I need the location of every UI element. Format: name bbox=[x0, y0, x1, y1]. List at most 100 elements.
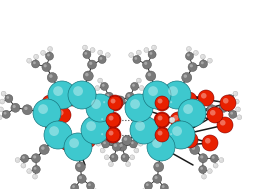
Circle shape bbox=[169, 100, 175, 106]
Circle shape bbox=[220, 159, 222, 160]
Circle shape bbox=[210, 110, 216, 115]
Circle shape bbox=[152, 45, 157, 50]
Circle shape bbox=[162, 185, 165, 188]
Circle shape bbox=[170, 112, 186, 128]
Circle shape bbox=[105, 156, 107, 157]
Circle shape bbox=[117, 98, 120, 101]
Circle shape bbox=[47, 54, 50, 57]
Circle shape bbox=[121, 154, 129, 162]
Circle shape bbox=[130, 155, 135, 160]
Circle shape bbox=[100, 57, 102, 60]
Circle shape bbox=[148, 86, 158, 96]
Circle shape bbox=[114, 96, 124, 106]
Circle shape bbox=[212, 156, 215, 159]
Circle shape bbox=[190, 145, 200, 154]
Circle shape bbox=[187, 54, 190, 57]
Circle shape bbox=[129, 140, 137, 148]
Circle shape bbox=[138, 99, 140, 102]
Circle shape bbox=[137, 51, 139, 53]
Circle shape bbox=[154, 127, 170, 143]
Circle shape bbox=[88, 183, 91, 186]
Circle shape bbox=[34, 175, 35, 177]
Circle shape bbox=[155, 128, 169, 142]
Circle shape bbox=[80, 132, 96, 148]
Circle shape bbox=[124, 137, 127, 141]
Circle shape bbox=[199, 166, 207, 174]
Circle shape bbox=[110, 98, 116, 104]
Circle shape bbox=[108, 96, 122, 110]
Circle shape bbox=[15, 158, 20, 163]
Circle shape bbox=[168, 86, 178, 96]
Circle shape bbox=[143, 94, 145, 96]
Circle shape bbox=[194, 51, 196, 53]
Circle shape bbox=[130, 99, 140, 109]
Circle shape bbox=[119, 144, 123, 147]
Circle shape bbox=[234, 99, 239, 104]
Circle shape bbox=[104, 92, 114, 101]
Circle shape bbox=[192, 146, 195, 150]
Circle shape bbox=[185, 135, 191, 141]
Circle shape bbox=[86, 121, 96, 131]
Circle shape bbox=[91, 49, 93, 50]
Circle shape bbox=[104, 155, 109, 160]
Circle shape bbox=[45, 117, 61, 133]
Circle shape bbox=[85, 73, 89, 76]
Circle shape bbox=[125, 94, 153, 122]
Circle shape bbox=[127, 163, 128, 164]
Circle shape bbox=[32, 154, 40, 163]
Circle shape bbox=[109, 116, 114, 121]
Circle shape bbox=[136, 50, 141, 55]
Circle shape bbox=[99, 79, 100, 81]
Circle shape bbox=[131, 156, 132, 157]
Circle shape bbox=[12, 105, 16, 108]
Circle shape bbox=[146, 101, 147, 103]
Circle shape bbox=[5, 94, 13, 103]
Circle shape bbox=[144, 62, 147, 65]
Circle shape bbox=[43, 64, 47, 67]
Circle shape bbox=[48, 46, 53, 51]
Circle shape bbox=[133, 56, 141, 64]
Circle shape bbox=[97, 142, 99, 144]
Circle shape bbox=[32, 166, 40, 174]
Circle shape bbox=[105, 53, 110, 58]
Circle shape bbox=[148, 50, 156, 59]
Circle shape bbox=[102, 140, 110, 148]
Circle shape bbox=[217, 117, 233, 133]
Circle shape bbox=[95, 115, 101, 121]
Circle shape bbox=[184, 95, 189, 101]
Circle shape bbox=[173, 115, 179, 121]
Circle shape bbox=[32, 174, 37, 179]
Circle shape bbox=[106, 113, 120, 127]
Circle shape bbox=[95, 86, 100, 91]
Circle shape bbox=[34, 54, 39, 59]
Circle shape bbox=[201, 174, 206, 179]
Circle shape bbox=[138, 141, 143, 146]
Circle shape bbox=[92, 93, 97, 98]
Circle shape bbox=[230, 112, 233, 115]
Circle shape bbox=[107, 135, 117, 145]
Circle shape bbox=[144, 48, 149, 53]
Circle shape bbox=[109, 131, 114, 136]
Circle shape bbox=[114, 144, 117, 147]
Circle shape bbox=[219, 158, 224, 163]
Circle shape bbox=[77, 164, 81, 167]
Circle shape bbox=[71, 184, 79, 189]
Circle shape bbox=[47, 73, 57, 83]
Circle shape bbox=[207, 169, 212, 174]
Circle shape bbox=[135, 149, 137, 151]
Circle shape bbox=[27, 59, 29, 61]
Circle shape bbox=[170, 118, 172, 120]
Circle shape bbox=[220, 120, 225, 125]
Circle shape bbox=[160, 184, 168, 189]
Circle shape bbox=[200, 167, 203, 170]
Circle shape bbox=[200, 155, 203, 159]
Circle shape bbox=[115, 96, 125, 106]
Circle shape bbox=[87, 182, 94, 189]
Circle shape bbox=[1, 100, 2, 102]
Circle shape bbox=[41, 50, 46, 55]
Circle shape bbox=[83, 135, 89, 141]
Circle shape bbox=[142, 93, 147, 98]
Circle shape bbox=[132, 84, 135, 87]
Circle shape bbox=[207, 58, 212, 63]
Circle shape bbox=[33, 99, 61, 127]
